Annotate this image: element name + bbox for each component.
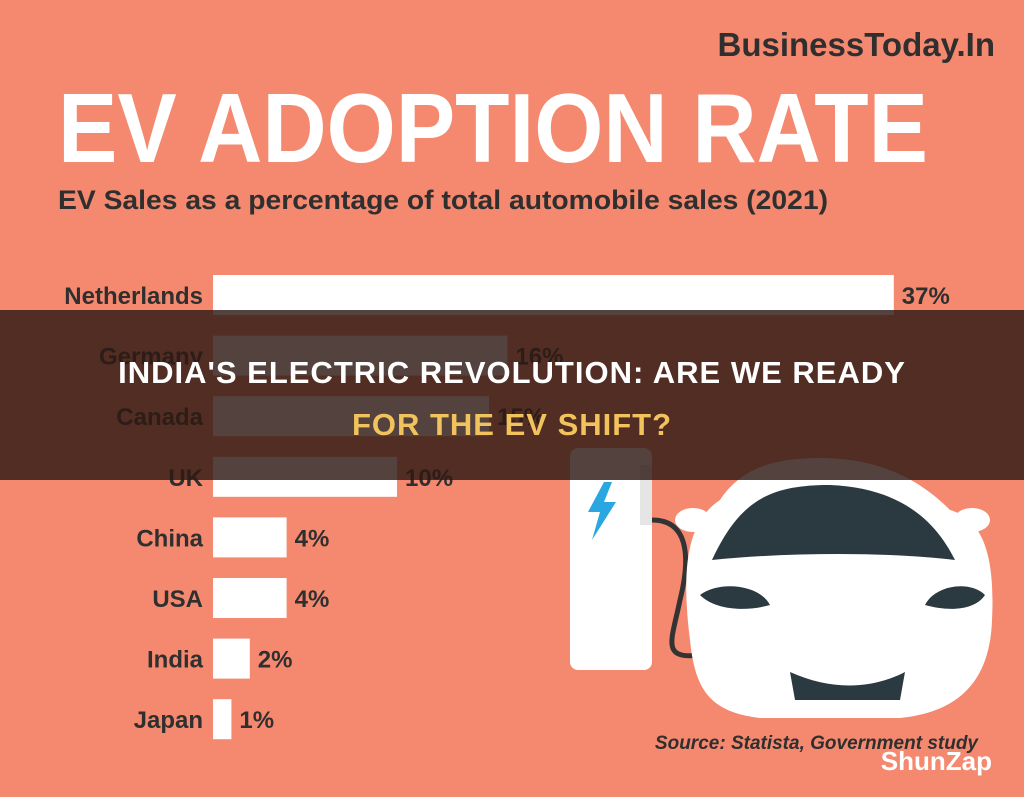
overlay-banner [0, 310, 1024, 480]
bar [213, 275, 894, 315]
cable [651, 517, 701, 659]
value-label: 4% [295, 586, 330, 613]
mirror [954, 508, 990, 532]
category-label: Netherlands [64, 283, 203, 310]
value-label: 37% [902, 283, 950, 310]
grille [790, 672, 905, 700]
watermark: ShunZap [881, 746, 992, 776]
bar [213, 578, 287, 618]
chart-subtitle: EV Sales as a percentage of total automo… [58, 185, 828, 215]
source: Source: Statista, Government study [655, 733, 980, 754]
mirror [675, 508, 711, 532]
windshield [712, 485, 955, 560]
value-label: 4% [295, 525, 330, 552]
headlight [700, 586, 770, 609]
chart-title: EV ADOPTION RATE [58, 73, 928, 183]
category-label: USA [152, 586, 203, 613]
bar [213, 517, 287, 558]
illustration [570, 448, 993, 718]
bar [213, 699, 232, 740]
overlay-title-line: FOR THE EV SHIFT? [352, 407, 672, 442]
category-label: Japan [134, 707, 203, 734]
category-label: China [136, 525, 203, 552]
bar [213, 638, 250, 679]
value-label: 1% [239, 707, 274, 734]
bolt-icon [588, 482, 616, 540]
overlay-title-line: INDIA'S ELECTRIC REVOLUTION: ARE WE READ… [118, 355, 906, 390]
charger [570, 448, 652, 670]
category-label: India [147, 647, 204, 674]
headlight [925, 586, 985, 609]
brand: BusinessToday.In [717, 26, 995, 63]
value-label: 2% [258, 647, 293, 674]
